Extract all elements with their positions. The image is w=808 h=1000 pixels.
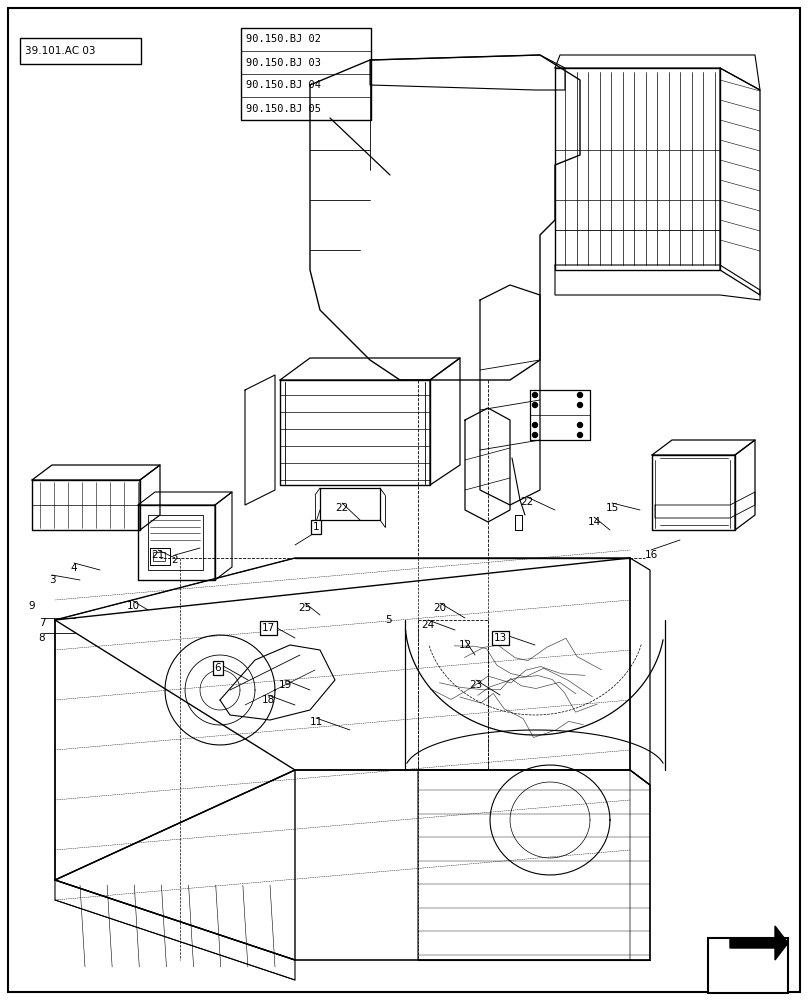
Text: 5: 5 (385, 615, 391, 625)
Text: 39.101.AC 03: 39.101.AC 03 (25, 46, 95, 56)
Text: 13: 13 (494, 633, 507, 643)
Text: 17: 17 (261, 623, 275, 633)
Circle shape (578, 432, 583, 438)
Text: 10: 10 (126, 601, 140, 611)
Text: 90.150.BJ 04: 90.150.BJ 04 (246, 81, 321, 91)
Circle shape (532, 432, 537, 438)
Circle shape (532, 402, 537, 408)
Text: 2: 2 (171, 555, 179, 565)
Bar (241, 28, 371, 120)
Bar (20, 38, 141, 64)
Text: 25: 25 (298, 603, 312, 613)
Text: 4: 4 (70, 563, 78, 573)
Circle shape (578, 392, 583, 397)
Text: 15: 15 (605, 503, 619, 513)
Text: 23: 23 (469, 680, 482, 690)
Circle shape (532, 422, 537, 428)
Circle shape (578, 422, 583, 428)
Text: 6: 6 (215, 663, 221, 673)
Text: 3: 3 (48, 575, 55, 585)
Text: 22: 22 (335, 503, 348, 513)
Text: 21: 21 (151, 550, 165, 560)
Text: 8: 8 (39, 633, 45, 643)
Text: 14: 14 (587, 517, 600, 527)
Text: 16: 16 (644, 550, 658, 560)
Text: 19: 19 (279, 680, 292, 690)
Text: 22: 22 (520, 497, 533, 507)
Text: 24: 24 (422, 620, 435, 630)
Bar (148, 515, 203, 570)
Text: 90.150.BJ 03: 90.150.BJ 03 (246, 57, 321, 68)
Text: 20: 20 (433, 603, 447, 613)
Text: 11: 11 (309, 717, 322, 727)
Bar (708, 938, 788, 993)
Text: 18: 18 (261, 695, 275, 705)
Text: 90.150.BJ 02: 90.150.BJ 02 (246, 34, 321, 44)
Text: 7: 7 (39, 618, 45, 628)
Text: 12: 12 (458, 640, 472, 650)
Text: 9: 9 (29, 601, 36, 611)
Text: 1: 1 (313, 522, 319, 532)
Bar (153, 552, 165, 561)
Polygon shape (730, 926, 788, 960)
Circle shape (578, 402, 583, 408)
Text: 90.150.BJ 05: 90.150.BJ 05 (246, 104, 321, 113)
Circle shape (532, 392, 537, 397)
